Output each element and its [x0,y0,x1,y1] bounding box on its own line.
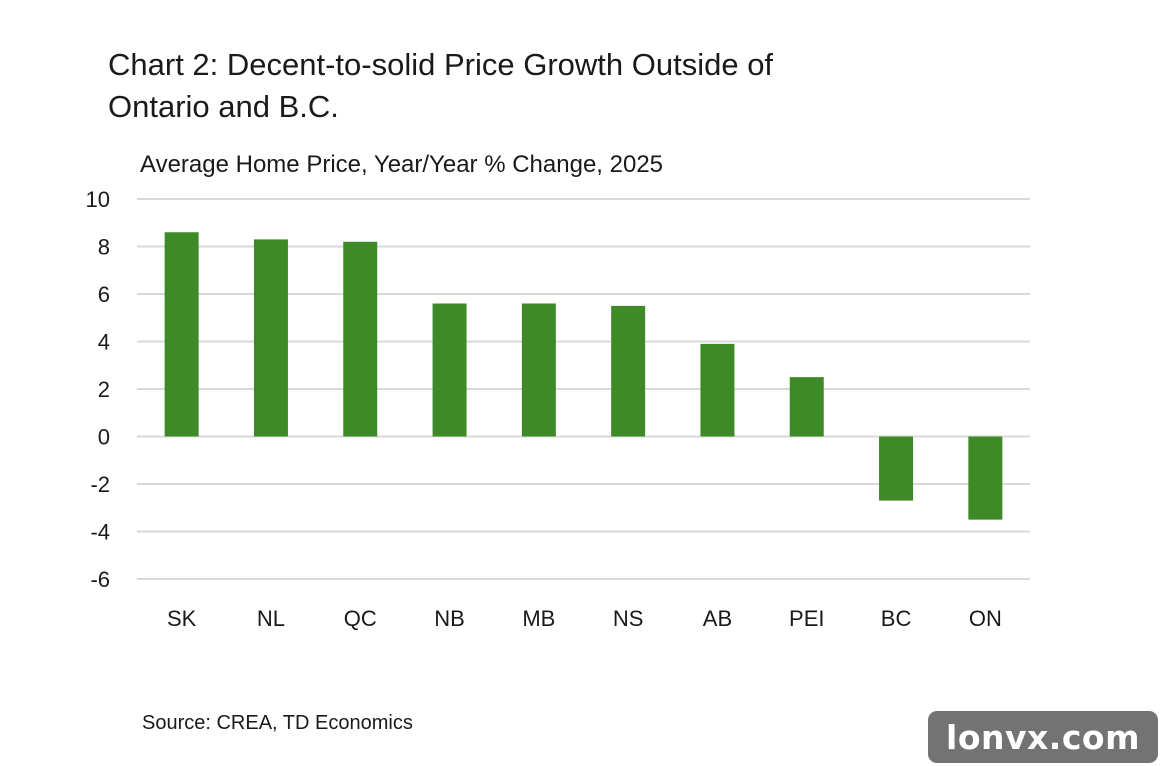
y-tick-label: -4 [90,520,110,545]
bar-on [968,436,1003,520]
y-tick-label: 10 [86,187,110,212]
bar-bc [879,436,914,501]
bar-sk [164,232,199,437]
bar-pei [789,377,824,437]
y-tick-label: 6 [98,282,110,307]
y-tick-label: -6 [90,567,110,592]
y-tick-label: -2 [90,472,110,497]
source-note: Source: CREA, TD Economics [142,712,413,734]
watermark-badge: lonvx.com [928,711,1158,763]
bar-ns [611,305,646,437]
watermark-text: lonvx.com [946,717,1140,757]
y-tick-label: 2 [98,377,110,402]
x-tick-label: NS [613,606,644,631]
bar-qc [343,241,378,437]
x-tick-label: SK [167,606,197,631]
x-tick-label: NB [434,606,465,631]
bar-mb [521,303,556,437]
x-tick-label: BC [881,606,912,631]
y-axis-ticks: 10 8 6 4 2 0 -2 -4 -6 [86,187,110,592]
chart-subtitle: Average Home Price, Year/Year % Change, … [140,151,664,178]
y-tick-label: 4 [98,330,110,355]
x-tick-label: NL [257,606,285,631]
bar-nl [253,239,288,437]
x-tick-label: MB [522,606,555,631]
x-tick-label: QC [344,606,377,631]
x-tick-label: AB [703,606,732,631]
bar-nb [432,303,467,437]
x-tick-label: PEI [789,606,824,631]
x-tick-label: ON [969,606,1002,631]
bar-ab [700,343,735,437]
y-tick-label: 8 [98,235,110,260]
bars [164,232,1003,520]
y-tick-label: 0 [98,425,110,450]
chart-title: Chart 2: Decent-to-solid Price Growth Ou… [108,47,774,124]
x-axis-ticks: SK NL QC NB MB NS AB PEI BC ON [167,606,1002,631]
